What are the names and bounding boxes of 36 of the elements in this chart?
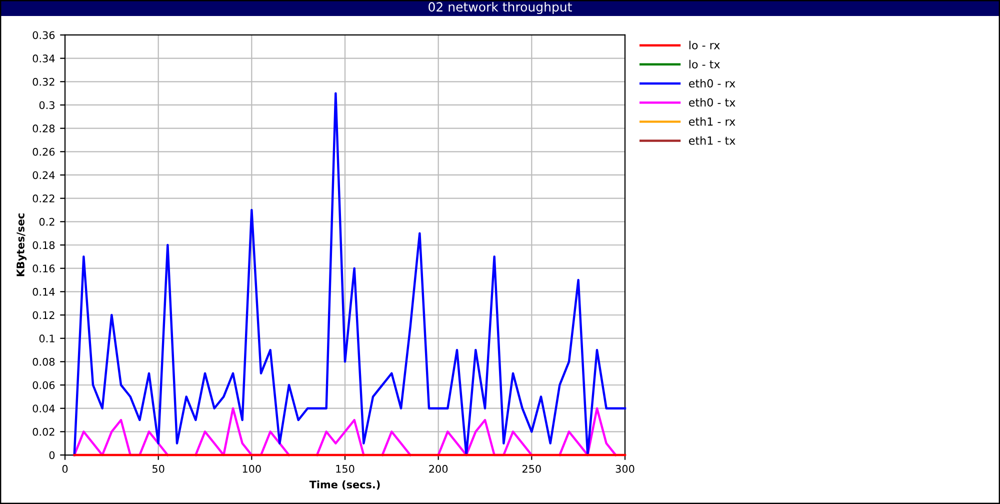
legend-label: lo - rx bbox=[689, 40, 720, 50]
legend-label: lo - tx bbox=[689, 60, 720, 68]
y-tick-label: 0.2 bbox=[39, 218, 54, 226]
x-axis-title: Time (secs.) bbox=[309, 480, 380, 490]
y-tick-label: 0.3 bbox=[39, 101, 54, 110]
legend-label: eth1 - tx bbox=[688, 136, 736, 145]
y-tick-label: 0.08 bbox=[32, 358, 55, 366]
chart-title: 02 network throughput bbox=[428, 2, 572, 14]
x-tick-label: 200 bbox=[429, 464, 448, 473]
y-tick-label: 0.18 bbox=[32, 241, 55, 250]
legend-label: eth0 - tx bbox=[688, 98, 736, 107]
x-tick-label: 150 bbox=[336, 464, 354, 473]
y-tick-label: 0.32 bbox=[32, 78, 54, 86]
y-tick-label: 0.14 bbox=[32, 288, 55, 296]
y-axis-title: KBytes/sec bbox=[16, 214, 27, 276]
y-tick-label: 0.12 bbox=[32, 311, 54, 320]
legend-label: eth1 - rx bbox=[688, 117, 736, 126]
y-tick-label: 0 bbox=[49, 451, 55, 460]
y-tick-label: 0.28 bbox=[32, 124, 55, 132]
y-tick-label: 0.34 bbox=[32, 54, 55, 62]
x-tick-label: 100 bbox=[242, 464, 261, 473]
legend-label: eth0 - rx bbox=[688, 78, 736, 88]
x-tick-label: 250 bbox=[522, 464, 541, 473]
x-tick-label: 50 bbox=[152, 464, 164, 473]
y-tick-label: 0.26 bbox=[32, 148, 55, 156]
y-tick-label: 0.24 bbox=[32, 171, 55, 180]
y-tick-label: 0.22 bbox=[32, 194, 54, 202]
y-tick-label: 0.36 bbox=[32, 31, 55, 40]
line-series bbox=[73, 92, 626, 456]
y-tick-label: 0.04 bbox=[32, 404, 55, 412]
y-tick-label: 0.1 bbox=[39, 334, 54, 342]
y-tick-label: 0.06 bbox=[32, 381, 55, 390]
y-tick-label: 0.16 bbox=[32, 264, 55, 272]
x-tick-label: 300 bbox=[616, 464, 634, 473]
x-tick-label: 0 bbox=[62, 464, 68, 473]
y-tick-label: 0.02 bbox=[32, 428, 54, 436]
